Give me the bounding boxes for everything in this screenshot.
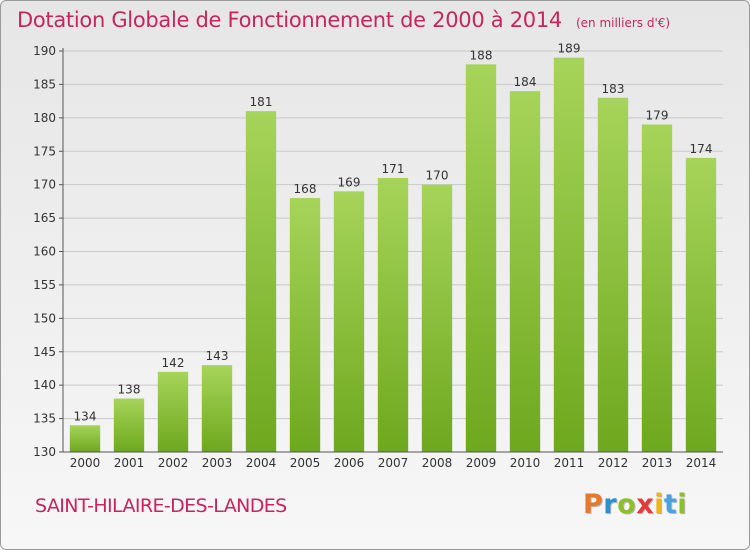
bar bbox=[509, 91, 541, 452]
proxiti-logo: Proxiti bbox=[583, 489, 688, 520]
y-tick-label: 150 bbox=[33, 311, 56, 325]
y-tick-label: 155 bbox=[33, 278, 56, 292]
bar bbox=[201, 365, 233, 452]
data-labels: 134 138 142 143 181 168 169 171 170 188 184 189 183 1… bbox=[74, 42, 713, 424]
bar-value-label: 174 bbox=[690, 142, 713, 156]
bar bbox=[377, 177, 409, 452]
bar-value-label: 170 bbox=[426, 169, 449, 183]
y-tick-label: 160 bbox=[33, 245, 56, 259]
x-tick-label: 2000 bbox=[70, 456, 101, 470]
y-tick-label: 190 bbox=[33, 44, 56, 58]
bar bbox=[641, 124, 673, 453]
bars bbox=[69, 57, 717, 453]
commune-name: SAINT-HILAIRE-DES-LANDES bbox=[35, 495, 287, 517]
x-tick-label: 2004 bbox=[246, 456, 277, 470]
x-tick-label: 2003 bbox=[202, 456, 233, 470]
x-tick-label: 2014 bbox=[686, 456, 717, 470]
x-tick-label: 2007 bbox=[378, 456, 409, 470]
bar bbox=[113, 398, 145, 452]
y-tick-label: 170 bbox=[33, 178, 56, 192]
x-tick-label: 2012 bbox=[598, 456, 629, 470]
x-tick-label: 2008 bbox=[422, 456, 453, 470]
chart-title: Dotation Globale de Fonctionnement de 20… bbox=[17, 8, 670, 32]
y-tick-label: 140 bbox=[33, 378, 56, 392]
x-tick-label: 2005 bbox=[290, 456, 321, 470]
bar-value-label: 188 bbox=[470, 48, 493, 62]
x-tick-label: 2002 bbox=[158, 456, 189, 470]
bar bbox=[289, 198, 321, 452]
bar bbox=[465, 64, 497, 452]
y-tick-label: 145 bbox=[33, 345, 56, 359]
x-tick-label: 2009 bbox=[466, 456, 497, 470]
bar-value-label: 143 bbox=[206, 349, 229, 363]
bar bbox=[685, 157, 717, 452]
bar bbox=[553, 57, 585, 452]
y-tick-label: 165 bbox=[33, 211, 56, 225]
x-tick-labels: 2000 2001 2002 2003 2004 2005 2006 2007 2008 2009… bbox=[70, 456, 717, 470]
bar-value-label: 169 bbox=[338, 175, 361, 189]
x-tick-label: 2001 bbox=[114, 456, 145, 470]
bar bbox=[157, 371, 189, 452]
axes bbox=[62, 48, 723, 453]
x-tick-label: 2011 bbox=[554, 456, 585, 470]
x-tick-label: 2006 bbox=[334, 456, 365, 470]
bar bbox=[421, 184, 453, 452]
bar-value-label: 134 bbox=[74, 409, 97, 423]
chart-unit: (en milliers d'€) bbox=[575, 16, 671, 30]
y-tick-label: 185 bbox=[33, 77, 56, 91]
bar-value-label: 181 bbox=[250, 95, 273, 109]
bar bbox=[333, 191, 365, 452]
y-tick-label: 175 bbox=[33, 144, 56, 158]
y-tick-label: 180 bbox=[33, 111, 56, 125]
bar-value-label: 138 bbox=[118, 383, 141, 397]
x-tick-label: 2013 bbox=[642, 456, 673, 470]
bar-value-label: 168 bbox=[294, 182, 317, 196]
bar bbox=[69, 425, 101, 452]
bar-value-label: 179 bbox=[646, 109, 669, 123]
bar bbox=[597, 97, 629, 453]
bar-value-label: 189 bbox=[558, 42, 581, 56]
chart-title-text: Dotation Globale de Fonctionnement de 20… bbox=[17, 8, 562, 32]
bar bbox=[245, 111, 277, 453]
bar-value-label: 184 bbox=[514, 75, 537, 89]
y-tick-labels: 130 135 140 145 150 155 160 165 170 175 180 185 190 bbox=[33, 44, 56, 459]
y-tick-label: 130 bbox=[33, 445, 56, 459]
bar-value-label: 171 bbox=[382, 162, 405, 176]
y-tick-label: 135 bbox=[33, 412, 56, 426]
x-tick-label: 2010 bbox=[510, 456, 541, 470]
bar-value-label: 142 bbox=[162, 356, 185, 370]
bar-value-label: 183 bbox=[602, 82, 625, 96]
